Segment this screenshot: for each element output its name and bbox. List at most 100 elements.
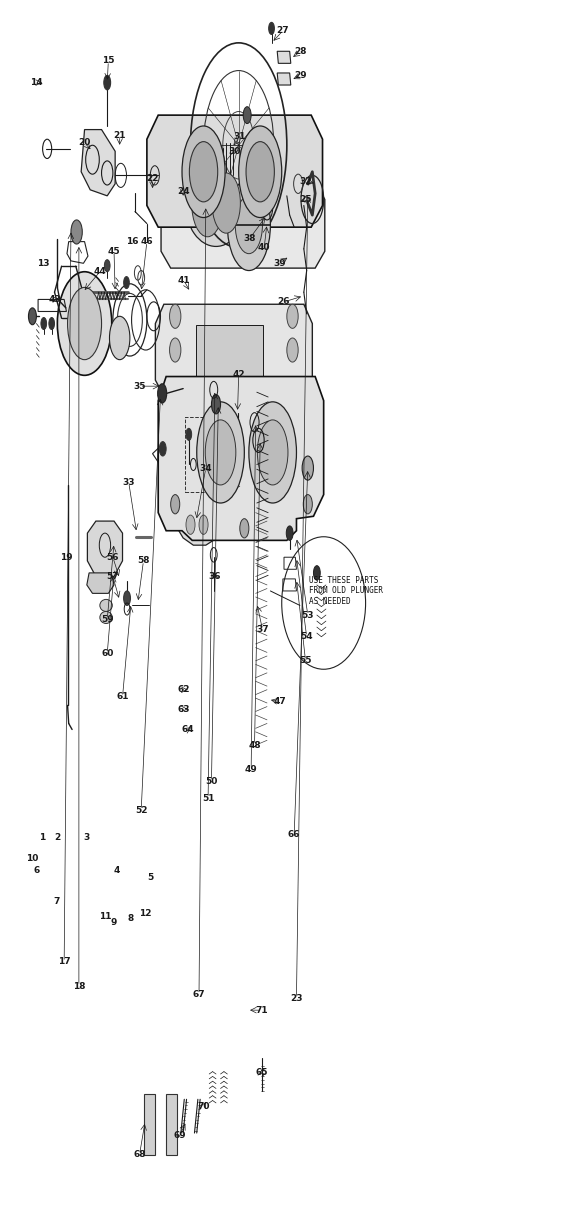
Text: 57: 57 (107, 572, 119, 581)
Circle shape (105, 259, 110, 271)
Circle shape (158, 384, 167, 403)
Circle shape (240, 519, 249, 538)
Text: 52: 52 (135, 806, 148, 815)
Circle shape (104, 76, 111, 89)
Text: 33: 33 (123, 478, 135, 487)
Text: 68: 68 (133, 1151, 146, 1159)
Text: 42: 42 (232, 369, 245, 379)
Circle shape (243, 106, 251, 123)
Text: 23: 23 (290, 994, 303, 1002)
Text: 14: 14 (30, 78, 43, 87)
Bar (166, 1095, 177, 1154)
Text: 15: 15 (102, 57, 115, 65)
Text: 24: 24 (177, 187, 190, 195)
Bar (185, 417, 216, 492)
Circle shape (257, 420, 288, 485)
Text: 55: 55 (299, 656, 312, 666)
Text: 41: 41 (177, 276, 190, 285)
Text: 32: 32 (299, 177, 312, 186)
Text: 5: 5 (147, 873, 153, 882)
Text: 59: 59 (101, 615, 114, 625)
Text: 39: 39 (273, 259, 286, 268)
Circle shape (169, 338, 181, 362)
Polygon shape (158, 376, 324, 540)
Circle shape (182, 125, 225, 217)
Text: 60: 60 (101, 649, 114, 658)
Circle shape (28, 308, 36, 324)
Circle shape (186, 515, 195, 534)
Circle shape (124, 276, 130, 288)
Polygon shape (277, 52, 291, 64)
Polygon shape (161, 181, 325, 268)
Text: 17: 17 (58, 958, 70, 966)
Polygon shape (87, 573, 114, 593)
Text: 19: 19 (60, 552, 73, 562)
Text: 8: 8 (128, 914, 134, 923)
Circle shape (160, 441, 166, 456)
Circle shape (124, 591, 131, 605)
Text: 10: 10 (26, 854, 39, 862)
Circle shape (286, 526, 293, 540)
Circle shape (235, 195, 262, 253)
Text: 4: 4 (114, 866, 120, 874)
Text: 64: 64 (181, 725, 194, 734)
Ellipse shape (100, 599, 112, 611)
Text: 1: 1 (40, 833, 46, 843)
Text: 36: 36 (208, 572, 221, 581)
Polygon shape (81, 129, 115, 195)
Circle shape (205, 420, 236, 485)
Circle shape (199, 515, 208, 534)
Text: 47: 47 (273, 697, 286, 707)
Circle shape (197, 402, 244, 503)
Text: 51: 51 (202, 794, 214, 803)
Text: 25: 25 (299, 195, 312, 204)
Circle shape (169, 304, 181, 328)
Text: 45: 45 (108, 247, 120, 256)
Text: 38: 38 (244, 234, 256, 242)
Circle shape (49, 317, 55, 329)
Circle shape (287, 338, 298, 362)
Polygon shape (175, 504, 220, 545)
Text: 30: 30 (228, 147, 241, 156)
Text: 37: 37 (256, 625, 269, 634)
Text: 27: 27 (277, 27, 289, 35)
Text: 65: 65 (255, 1069, 268, 1077)
Polygon shape (156, 304, 312, 396)
Circle shape (68, 287, 102, 359)
Text: 54: 54 (300, 632, 313, 642)
Text: 48: 48 (248, 740, 261, 750)
Text: 49: 49 (245, 765, 257, 774)
Text: 21: 21 (114, 131, 126, 140)
Text: 9: 9 (111, 918, 117, 926)
Polygon shape (147, 115, 323, 227)
Text: 28: 28 (295, 47, 307, 55)
Text: 71: 71 (255, 1006, 268, 1014)
Circle shape (269, 23, 274, 35)
Bar (196, 324, 263, 376)
Text: 20: 20 (78, 139, 91, 147)
Ellipse shape (100, 611, 112, 624)
Text: 7: 7 (53, 897, 60, 906)
Text: 70: 70 (197, 1102, 210, 1111)
Text: 31: 31 (233, 133, 246, 141)
Circle shape (239, 125, 282, 217)
Circle shape (302, 456, 314, 480)
Polygon shape (87, 521, 123, 576)
Text: 69: 69 (173, 1131, 186, 1140)
Text: 50: 50 (205, 777, 218, 786)
Text: 43: 43 (49, 295, 61, 304)
Text: 67: 67 (193, 990, 205, 999)
Circle shape (303, 494, 312, 514)
Text: 40: 40 (258, 244, 270, 252)
Circle shape (110, 316, 130, 359)
Text: 56: 56 (107, 552, 119, 562)
Text: USE THESE PARTS
FROM OLD PLUNGER
AS NEEDED: USE THESE PARTS FROM OLD PLUNGER AS NEED… (310, 576, 383, 605)
Circle shape (170, 494, 179, 514)
Text: 12: 12 (139, 909, 152, 918)
Text: 3: 3 (83, 833, 90, 843)
Bar (144, 1095, 156, 1154)
Text: 2: 2 (54, 833, 60, 843)
Text: 61: 61 (116, 692, 129, 702)
Text: 11: 11 (99, 912, 112, 920)
Text: 62: 62 (177, 685, 190, 695)
